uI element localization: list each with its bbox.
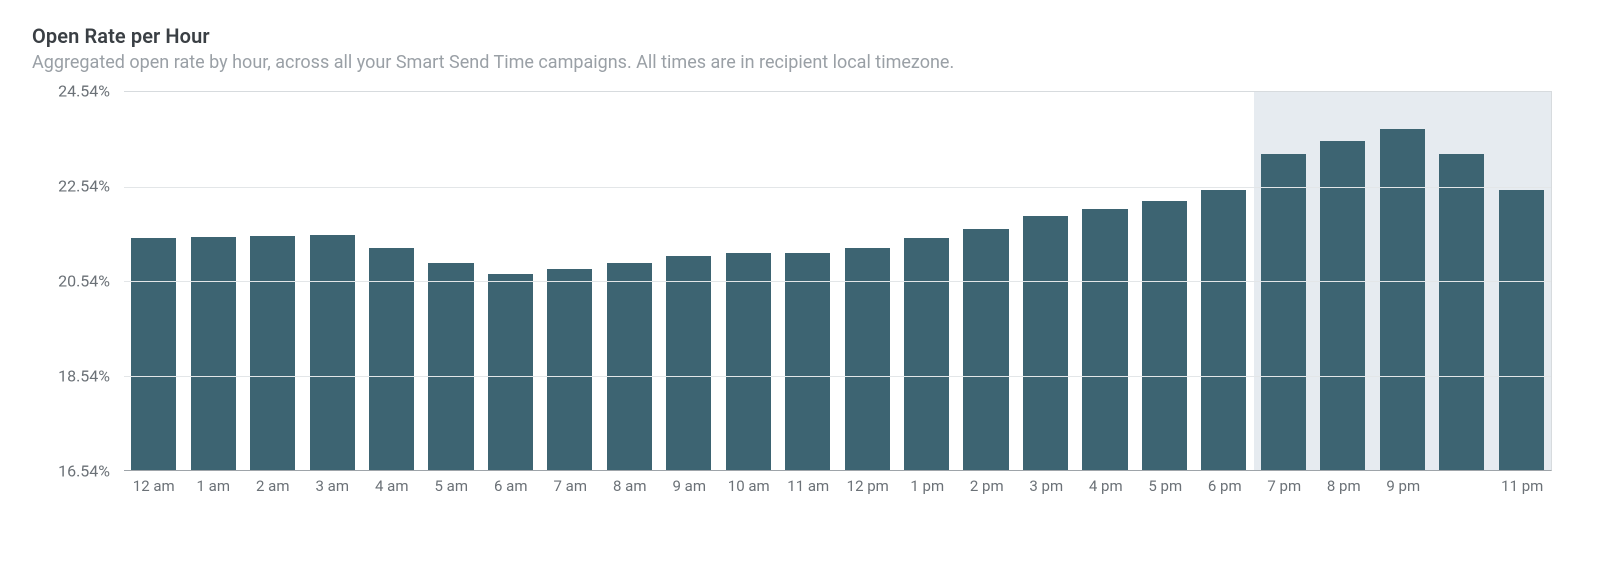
chart-title: Open Rate per Hour: [32, 24, 1568, 48]
bar[interactable]: [607, 263, 652, 470]
x-tick-label: 10 am: [719, 473, 779, 499]
bar[interactable]: [310, 235, 355, 470]
bar[interactable]: [1142, 201, 1187, 470]
bar[interactable]: [1499, 190, 1544, 470]
x-tick-label: 11 am: [779, 473, 839, 499]
x-tick-label: 8 am: [600, 473, 660, 499]
y-tick-label: 24.54%: [58, 82, 110, 101]
bar[interactable]: [963, 229, 1008, 470]
chart-area: 16.54%18.54%20.54%22.54%24.54% 12 am1 am…: [32, 91, 1568, 499]
x-tick-label: 12 pm: [838, 473, 898, 499]
bar[interactable]: [131, 238, 176, 470]
x-tick-label: 7 am: [541, 473, 601, 499]
chart-plot: [124, 91, 1552, 471]
bar[interactable]: [547, 269, 592, 470]
bar[interactable]: [666, 256, 711, 471]
x-tick-label: [1433, 473, 1493, 499]
x-axis-labels: 12 am1 am2 am3 am4 am5 am6 am7 am8 am9 a…: [124, 473, 1552, 499]
bar[interactable]: [1082, 209, 1127, 470]
x-tick-label: 8 pm: [1314, 473, 1374, 499]
x-tick-label: 1 am: [184, 473, 244, 499]
bar[interactable]: [1380, 129, 1425, 470]
y-axis-labels: 16.54%18.54%20.54%22.54%24.54%: [32, 91, 116, 471]
x-tick-label: 4 pm: [1076, 473, 1136, 499]
y-tick-label: 16.54%: [58, 462, 110, 481]
x-tick-label: 1 pm: [898, 473, 958, 499]
bar[interactable]: [1439, 154, 1484, 470]
x-tick-label: 7 pm: [1255, 473, 1315, 499]
bar[interactable]: [904, 238, 949, 470]
grid-line: [124, 281, 1551, 282]
bar[interactable]: [1023, 216, 1068, 470]
x-tick-label: 5 am: [422, 473, 482, 499]
bar[interactable]: [191, 237, 236, 470]
grid-line: [124, 187, 1551, 188]
x-tick-label: 5 pm: [1136, 473, 1196, 499]
x-tick-label: 2 am: [243, 473, 303, 499]
x-tick-label: 12 am: [124, 473, 184, 499]
chart-subtitle: Aggregated open rate by hour, across all…: [32, 52, 1568, 73]
bar[interactable]: [250, 236, 295, 470]
x-tick-label: 11 pm: [1493, 473, 1553, 499]
bar[interactable]: [726, 253, 771, 470]
bar[interactable]: [1320, 141, 1365, 470]
bar[interactable]: [1261, 154, 1306, 470]
x-tick-label: 6 pm: [1195, 473, 1255, 499]
x-tick-label: 2 pm: [957, 473, 1017, 499]
x-tick-label: 6 am: [481, 473, 541, 499]
x-tick-label: 3 pm: [1017, 473, 1077, 499]
bar[interactable]: [428, 263, 473, 470]
grid-line: [124, 376, 1551, 377]
bar[interactable]: [488, 274, 533, 470]
x-tick-label: 3 am: [303, 473, 363, 499]
y-tick-label: 20.54%: [58, 272, 110, 291]
x-tick-label: 9 pm: [1374, 473, 1434, 499]
x-tick-label: 9 am: [660, 473, 720, 499]
bar[interactable]: [1201, 190, 1246, 470]
chart-card: Open Rate per Hour Aggregated open rate …: [0, 0, 1600, 576]
x-tick-label: 4 am: [362, 473, 422, 499]
y-tick-label: 18.54%: [58, 367, 110, 386]
y-tick-label: 22.54%: [58, 177, 110, 196]
bar[interactable]: [785, 253, 830, 470]
